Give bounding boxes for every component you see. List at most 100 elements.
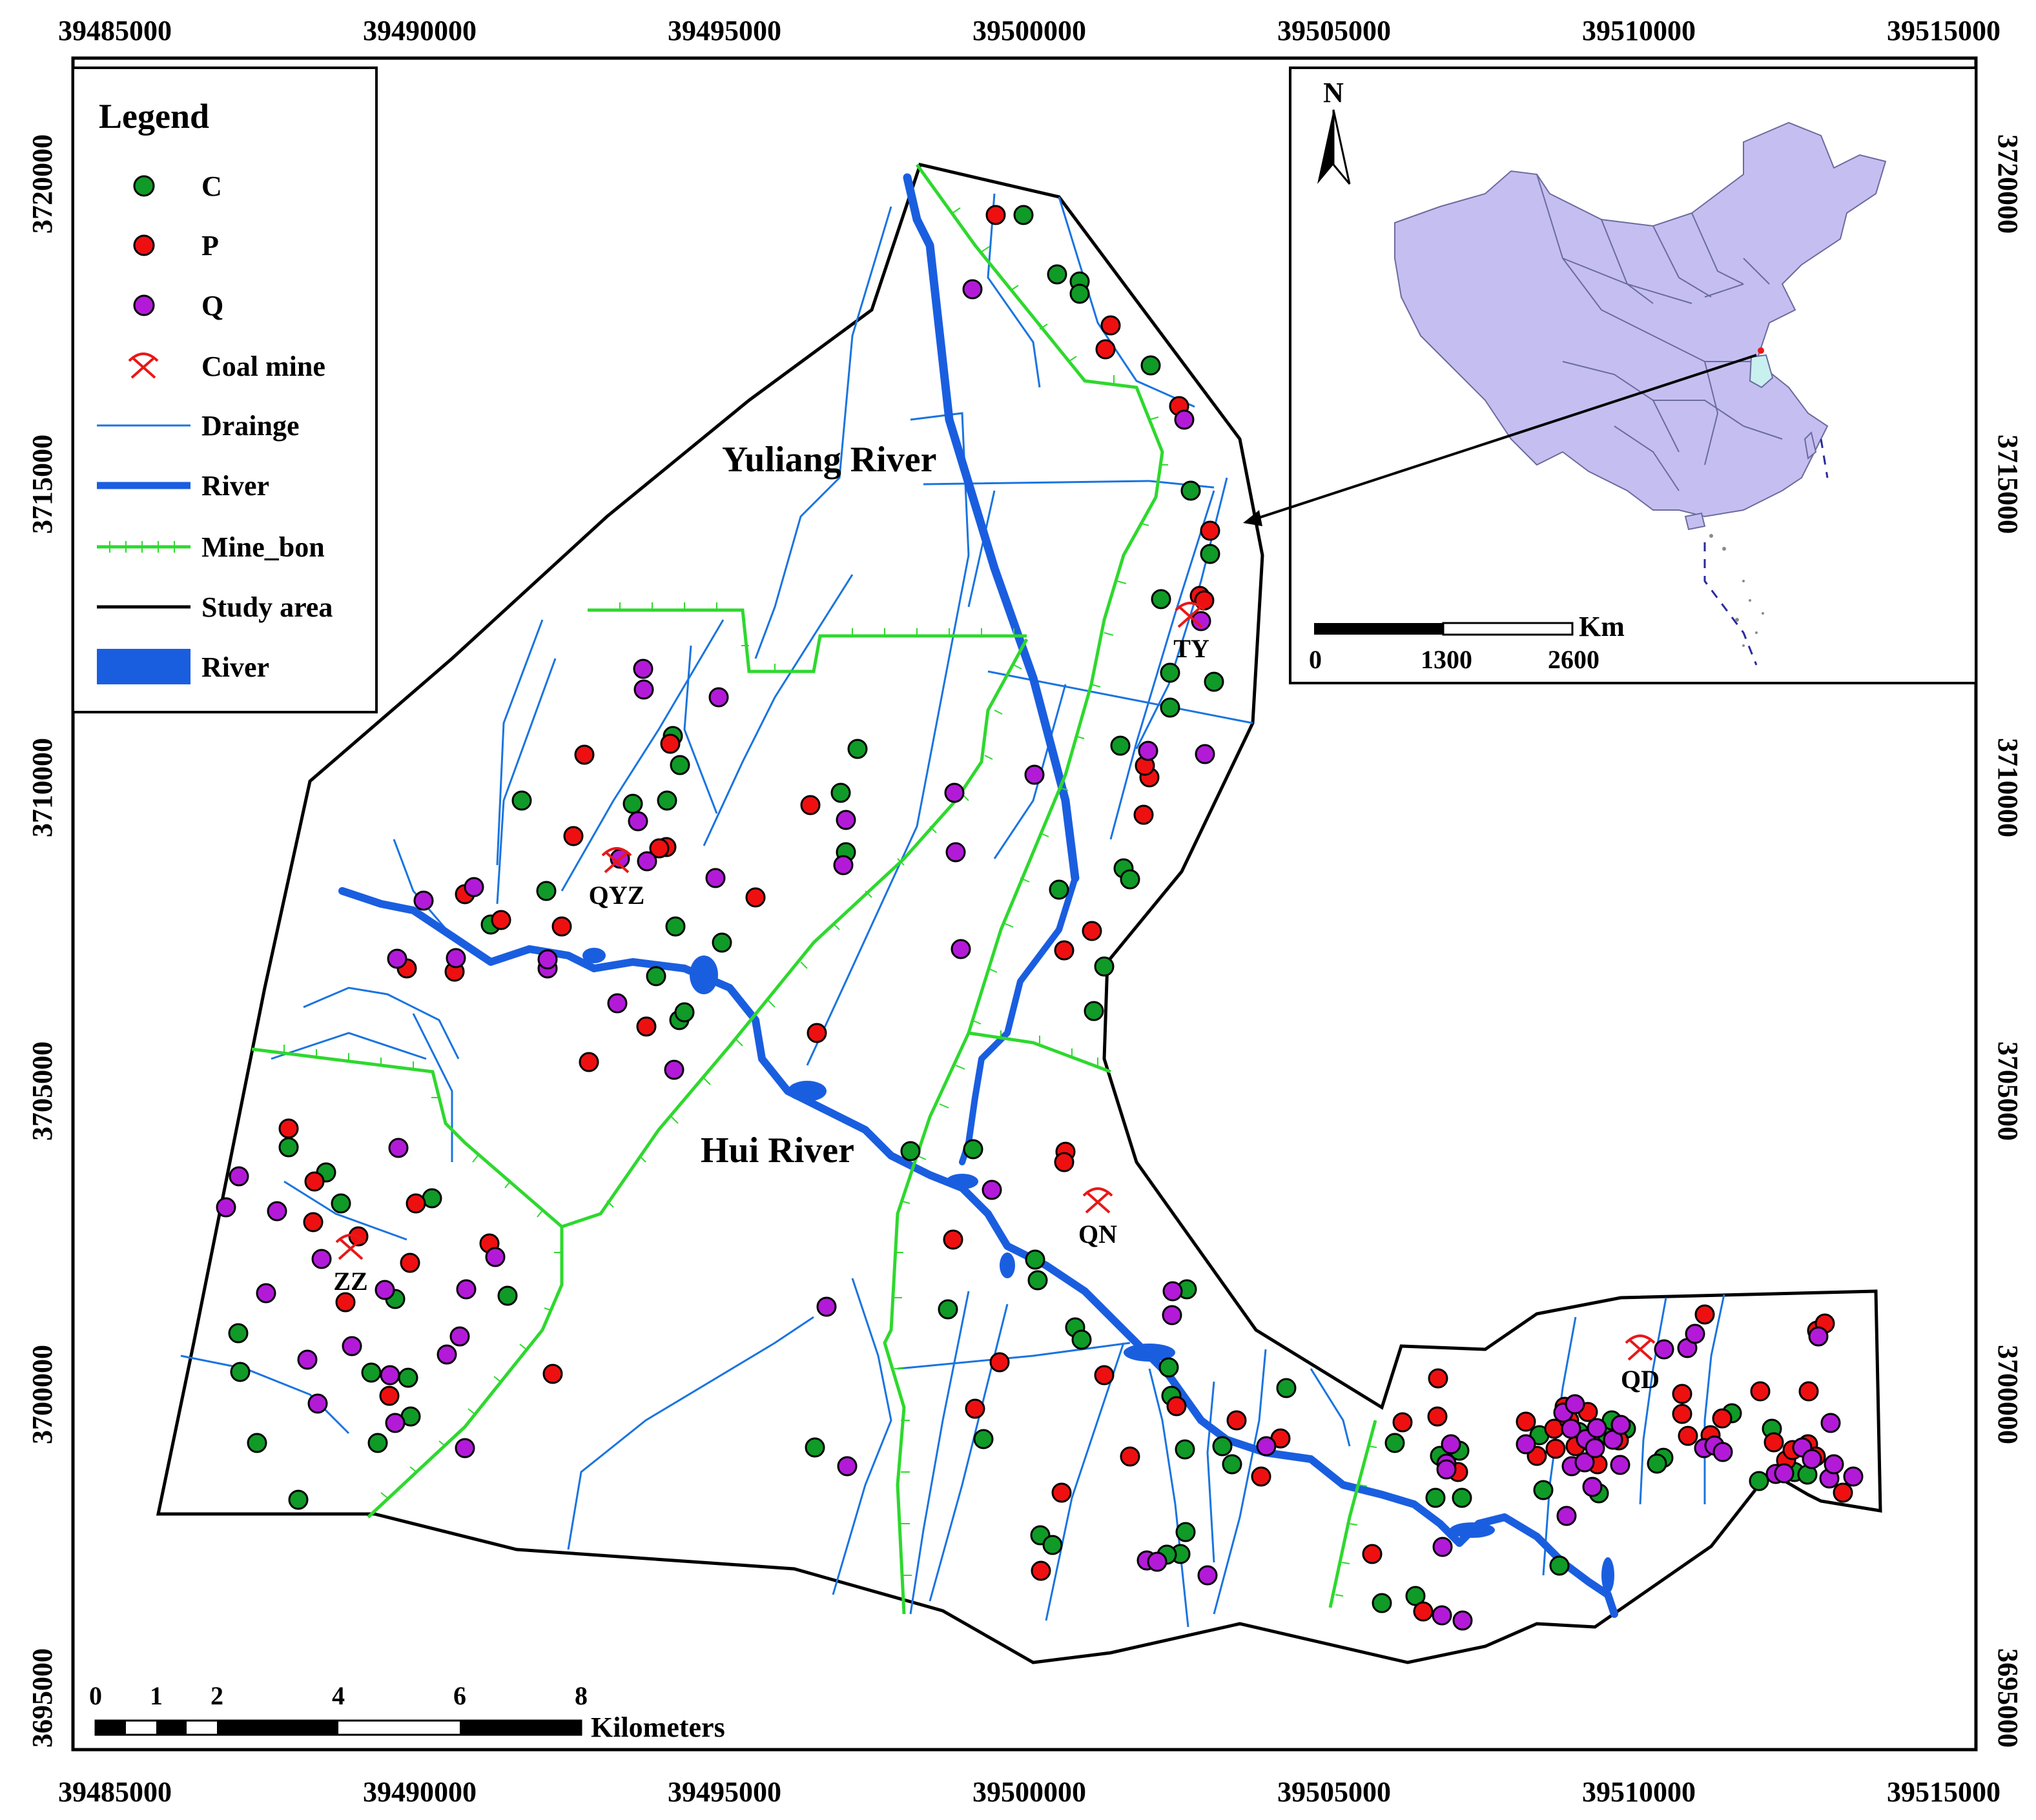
- sample-point-p: [1054, 1152, 1075, 1172]
- x-tick-label: 39505000: [1277, 1776, 1391, 1808]
- sample-point-c: [674, 1002, 695, 1023]
- sample-point-c: [1749, 1471, 1769, 1491]
- sample-point-q: [1712, 1442, 1733, 1462]
- legend-title: Legend: [99, 97, 209, 136]
- sample-point-c: [536, 881, 557, 901]
- sample-point-p: [1251, 1466, 1271, 1487]
- x-tick-label: 39495000: [668, 15, 781, 46]
- sample-point-p: [1427, 1406, 1448, 1427]
- mine-label-ty: TY: [1173, 634, 1209, 663]
- sample-point-c: [278, 1137, 299, 1158]
- sample-point-p: [1120, 1446, 1140, 1467]
- sample-point-q: [413, 890, 434, 911]
- coal-mine-icon: [1082, 1187, 1113, 1214]
- sample-point-p: [1166, 1396, 1187, 1416]
- sample-point-q: [1197, 1565, 1218, 1586]
- sample-point-q: [216, 1197, 236, 1218]
- sample-point-c: [511, 790, 532, 811]
- sample-point-c: [1120, 869, 1140, 890]
- inset-scale-tick: 1300: [1421, 645, 1472, 674]
- yuliang-river-lower: [959, 875, 1078, 1165]
- sample-point-p: [1082, 921, 1102, 941]
- x-tick-label: 39485000: [58, 15, 172, 46]
- coal-mines: QYZ TY QN ZZ QD: [333, 602, 1660, 1394]
- sample-point-c: [1160, 697, 1180, 718]
- sample-point-p: [1095, 339, 1116, 360]
- mine-label-qyz: QYZ: [589, 881, 645, 910]
- inset-scale-unit: Km: [1579, 611, 1625, 642]
- sample-point-q: [1452, 1610, 1473, 1631]
- sample-point-q: [705, 868, 726, 888]
- sample-point-q: [537, 949, 558, 970]
- sample-point-p: [335, 1292, 356, 1313]
- river-polygons: [582, 948, 1614, 1593]
- sample-point-c: [1276, 1378, 1297, 1398]
- sample-point-q: [637, 851, 657, 872]
- sample-point-c: [1425, 1488, 1446, 1508]
- legend-swatch-mine-boundary: [97, 541, 190, 553]
- sample-point-q: [1582, 1477, 1603, 1497]
- locator-arrow-icon: [1243, 354, 1757, 526]
- coal-mine-icon: [601, 847, 632, 874]
- sample-point-p: [1428, 1368, 1448, 1389]
- sample-point-q: [1556, 1506, 1577, 1526]
- sample-point-q: [449, 1326, 470, 1347]
- sample-point-c: [398, 1367, 418, 1388]
- sample-point-q: [385, 1413, 406, 1433]
- sample-point-p: [800, 795, 821, 815]
- sample-point-c: [665, 916, 686, 937]
- sample-point-p: [491, 910, 511, 930]
- x-tick-label: 39490000: [363, 15, 477, 46]
- study-area-location-dot: [1758, 347, 1764, 354]
- mine-label-zz: ZZ: [333, 1267, 367, 1296]
- sample-point-p: [1516, 1411, 1536, 1432]
- inset-map: N: [1289, 66, 1977, 684]
- sample-point-c: [1025, 1249, 1045, 1270]
- sample-point-c: [1069, 283, 1090, 304]
- sample-point-c: [228, 1323, 249, 1344]
- sample-point-c: [847, 739, 868, 759]
- sample-point-c: [938, 1299, 958, 1320]
- x-tick-label: 39495000: [668, 1776, 781, 1808]
- sample-point-c: [1452, 1488, 1472, 1508]
- sample-point-c: [1160, 662, 1180, 683]
- north-arrow-icon: [1317, 109, 1351, 185]
- drainage-network: [180, 193, 1725, 1628]
- mine-label-qn: QN: [1078, 1220, 1117, 1249]
- x-axis-top: 39485000 39490000 39495000 39500000 3950…: [58, 15, 2000, 46]
- south-sea-islands: [1709, 534, 1764, 647]
- legend-swatch-river-fill: [97, 649, 190, 684]
- x-tick-label: 39500000: [972, 15, 1086, 46]
- sample-point-q: [1843, 1466, 1864, 1487]
- sample-point-p: [406, 1193, 426, 1214]
- y-tick-label: 3705000: [1992, 1041, 2024, 1141]
- sample-point-c: [1084, 1001, 1104, 1021]
- y-tick-label: 3720000: [26, 134, 58, 234]
- sample-point-p: [1672, 1384, 1692, 1404]
- sample-point-q: [437, 1344, 457, 1365]
- x-tick-label: 39500000: [972, 1776, 1086, 1808]
- y-axis-right: 3720000 3715000 3710000 3705000 3700000 …: [1992, 134, 2024, 1748]
- sample-point-p: [807, 1023, 827, 1043]
- sample-point-c: [1049, 879, 1069, 900]
- sample-point-q: [708, 687, 729, 708]
- mine-label-qd: QD: [1621, 1365, 1660, 1394]
- sample-point-c: [622, 793, 643, 814]
- sample-point-q: [1587, 1418, 1607, 1438]
- sample-point-p: [1226, 1410, 1247, 1431]
- sample-point-p: [1764, 1432, 1784, 1453]
- y-tick-label: 3700000: [1992, 1345, 2024, 1444]
- y-tick-label: 3695000: [26, 1648, 58, 1748]
- study-area-highlight: [1749, 354, 1774, 389]
- sample-point-q: [1561, 1418, 1581, 1439]
- sample-point-q: [1147, 1551, 1167, 1572]
- legend-swatch-q: [133, 294, 155, 316]
- sample-point-c: [230, 1362, 251, 1382]
- legend-label: Mine_bon: [201, 531, 325, 563]
- sample-point-c: [1047, 264, 1067, 285]
- coal-mine-icon: [335, 1234, 366, 1260]
- sample-point-q: [1516, 1434, 1536, 1455]
- inset-scalebar: [1314, 622, 1574, 636]
- sample-point-q: [833, 855, 854, 875]
- y-tick-label: 3705000: [26, 1041, 58, 1141]
